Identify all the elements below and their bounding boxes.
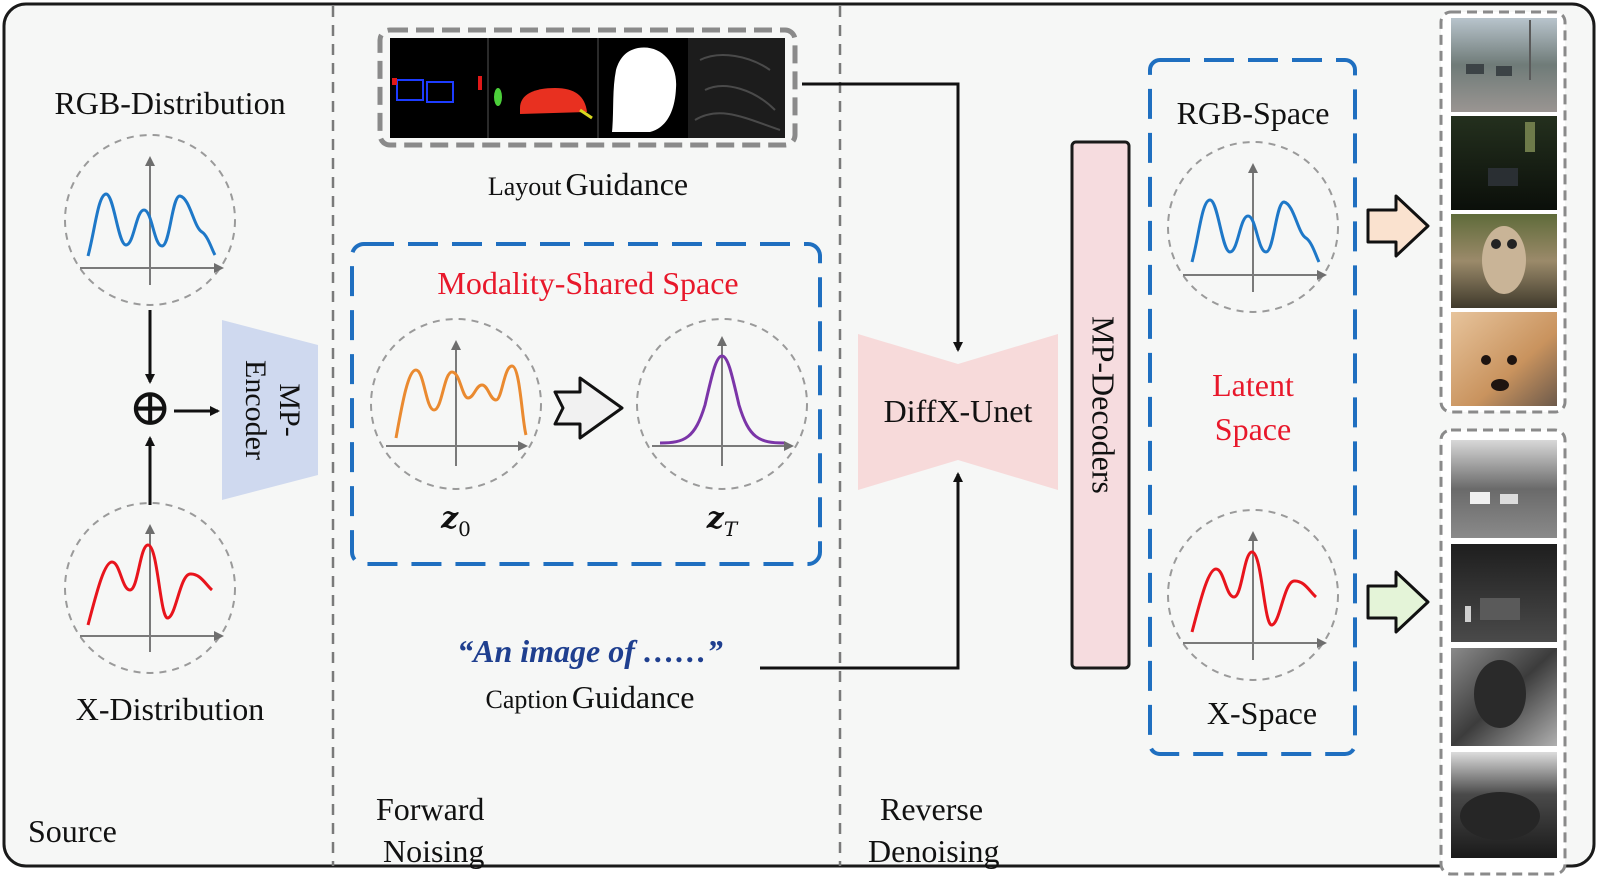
rgb-space-label: RGB-Space [1177, 95, 1330, 131]
mp-encoder-block [222, 320, 318, 500]
x-output-arrow [1366, 570, 1430, 634]
zt-plot [636, 318, 808, 490]
x-thermal-night-image [1451, 544, 1557, 642]
x-space-plot [1167, 509, 1339, 681]
layout-to-unet-arrow [802, 82, 963, 352]
latent-space-label-2: Space [1215, 411, 1291, 447]
stage-forward-label-2: Noising [383, 833, 484, 869]
z0-label: z0 [440, 501, 471, 541]
layout-guidance-strip [390, 38, 785, 138]
rgb-space-plot [1167, 141, 1339, 313]
rgb-dog-image [1451, 312, 1557, 406]
x-thermal-street-image [1451, 440, 1557, 538]
rgb-distribution-plot [64, 134, 236, 306]
stage-forward-label-1: Forward [376, 791, 484, 827]
latent-space-box [1148, 58, 1357, 756]
layout-guidance-frame [377, 27, 798, 148]
mp-decoders-block [1070, 140, 1131, 670]
diffx-unet-label: DiffX-Unet [884, 393, 1033, 429]
x-distribution-label: X-Distribution [76, 691, 264, 727]
diffx-unet-block [858, 334, 1058, 490]
z0-curve [394, 364, 528, 439]
x-curve [86, 543, 214, 626]
rgb-curve [86, 192, 217, 257]
zt-label: zT [706, 501, 739, 541]
stage-reverse-label-2: Denoising [868, 833, 1000, 869]
x-distribution-plot [64, 502, 236, 674]
stage-reverse-label-1: Reverse [880, 791, 983, 827]
mp-decoders-label: MP-Decoders [1086, 316, 1122, 494]
oplus-symbol: ⊕ [128, 380, 172, 437]
mp-encoder-label-2: Encoder [239, 360, 272, 460]
x-output-images [1451, 440, 1557, 858]
rgb-night-image [1451, 116, 1557, 210]
caption-to-unet-arrow [760, 472, 963, 670]
z0-plot [370, 318, 542, 490]
caption-text: “An image of ……” [457, 633, 723, 669]
x-space-label: X-Space [1207, 695, 1317, 731]
modality-shared-space-box [350, 242, 822, 566]
outer-frame [2, 2, 1596, 868]
stage-source-label: Source [28, 813, 117, 849]
rgb-distribution-label: RGB-Distribution [54, 85, 285, 121]
rgb-space-curve [1190, 198, 1321, 263]
caption-guidance-label: Caption Guidance [486, 679, 695, 715]
modality-shared-space-title: Modality-Shared Space [437, 265, 738, 301]
zt-curve [659, 354, 785, 445]
latent-space-label-1: Latent [1212, 367, 1294, 403]
layout-guidance-label: Layout Guidance [488, 166, 688, 202]
mp-encoder-label-1: MP- [273, 383, 306, 436]
rgb-output-arrow [1366, 194, 1430, 258]
forward-block-arrow [553, 376, 624, 440]
rgb-output-images [1451, 18, 1557, 406]
x-space-curve [1190, 550, 1318, 633]
